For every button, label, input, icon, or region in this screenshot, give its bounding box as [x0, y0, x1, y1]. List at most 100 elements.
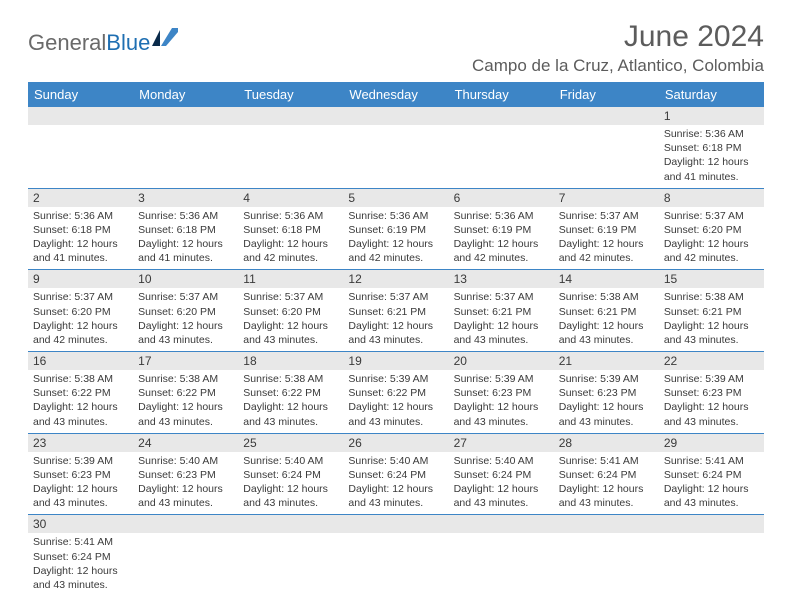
day-details: Sunrise: 5:41 AMSunset: 6:24 PMDaylight:… — [659, 452, 764, 515]
calendar-cell: 4Sunrise: 5:36 AMSunset: 6:18 PMDaylight… — [238, 188, 343, 270]
calendar-cell: 26Sunrise: 5:40 AMSunset: 6:24 PMDayligh… — [343, 433, 448, 515]
day-number — [449, 107, 554, 125]
calendar-cell — [449, 515, 554, 596]
day-number: 21 — [554, 352, 659, 370]
day-details: Sunrise: 5:38 AMSunset: 6:21 PMDaylight:… — [659, 288, 764, 351]
calendar-cell: 21Sunrise: 5:39 AMSunset: 6:23 PMDayligh… — [554, 352, 659, 434]
day-number: 19 — [343, 352, 448, 370]
day-details: Sunrise: 5:38 AMSunset: 6:22 PMDaylight:… — [238, 370, 343, 433]
day-number: 3 — [133, 189, 238, 207]
day-number: 10 — [133, 270, 238, 288]
calendar-cell — [133, 107, 238, 188]
day-number — [133, 515, 238, 533]
calendar-cell: 7Sunrise: 5:37 AMSunset: 6:19 PMDaylight… — [554, 188, 659, 270]
day-number: 9 — [28, 270, 133, 288]
day-number: 23 — [28, 434, 133, 452]
day-number: 25 — [238, 434, 343, 452]
logo-part2: Blue — [106, 30, 150, 55]
calendar-cell: 30Sunrise: 5:41 AMSunset: 6:24 PMDayligh… — [28, 515, 133, 596]
day-details: Sunrise: 5:36 AMSunset: 6:18 PMDaylight:… — [28, 207, 133, 270]
day-number: 16 — [28, 352, 133, 370]
day-number: 14 — [554, 270, 659, 288]
calendar-cell: 6Sunrise: 5:36 AMSunset: 6:19 PMDaylight… — [449, 188, 554, 270]
day-number: 27 — [449, 434, 554, 452]
day-details: Sunrise: 5:37 AMSunset: 6:21 PMDaylight:… — [343, 288, 448, 351]
day-number — [343, 515, 448, 533]
calendar-cell: 3Sunrise: 5:36 AMSunset: 6:18 PMDaylight… — [133, 188, 238, 270]
weekday-header: Tuesday — [238, 82, 343, 107]
day-number: 29 — [659, 434, 764, 452]
weekday-header: Saturday — [659, 82, 764, 107]
day-details: Sunrise: 5:37 AMSunset: 6:20 PMDaylight:… — [28, 288, 133, 351]
calendar-cell — [133, 515, 238, 596]
logo: GeneralBlue — [28, 28, 178, 58]
day-number: 11 — [238, 270, 343, 288]
day-details: Sunrise: 5:36 AMSunset: 6:18 PMDaylight:… — [659, 125, 764, 188]
day-details: Sunrise: 5:37 AMSunset: 6:20 PMDaylight:… — [238, 288, 343, 351]
calendar-cell: 23Sunrise: 5:39 AMSunset: 6:23 PMDayligh… — [28, 433, 133, 515]
day-details: Sunrise: 5:40 AMSunset: 6:24 PMDaylight:… — [238, 452, 343, 515]
day-details: Sunrise: 5:38 AMSunset: 6:21 PMDaylight:… — [554, 288, 659, 351]
day-number: 17 — [133, 352, 238, 370]
calendar-cell: 22Sunrise: 5:39 AMSunset: 6:23 PMDayligh… — [659, 352, 764, 434]
day-number: 15 — [659, 270, 764, 288]
calendar-cell: 17Sunrise: 5:38 AMSunset: 6:22 PMDayligh… — [133, 352, 238, 434]
calendar-cell: 20Sunrise: 5:39 AMSunset: 6:23 PMDayligh… — [449, 352, 554, 434]
day-number — [133, 107, 238, 125]
day-details: Sunrise: 5:36 AMSunset: 6:19 PMDaylight:… — [343, 207, 448, 270]
logo-part1: General — [28, 30, 106, 55]
weekday-header: Thursday — [449, 82, 554, 107]
calendar-cell — [28, 107, 133, 188]
day-details: Sunrise: 5:36 AMSunset: 6:19 PMDaylight:… — [449, 207, 554, 270]
day-number: 20 — [449, 352, 554, 370]
calendar-cell: 18Sunrise: 5:38 AMSunset: 6:22 PMDayligh… — [238, 352, 343, 434]
day-number: 7 — [554, 189, 659, 207]
day-details: Sunrise: 5:39 AMSunset: 6:22 PMDaylight:… — [343, 370, 448, 433]
day-number — [343, 107, 448, 125]
day-details: Sunrise: 5:39 AMSunset: 6:23 PMDaylight:… — [28, 452, 133, 515]
day-number — [28, 107, 133, 125]
day-details: Sunrise: 5:41 AMSunset: 6:24 PMDaylight:… — [28, 533, 133, 596]
calendar-cell: 8Sunrise: 5:37 AMSunset: 6:20 PMDaylight… — [659, 188, 764, 270]
calendar-cell — [554, 515, 659, 596]
day-number: 1 — [659, 107, 764, 125]
day-number: 28 — [554, 434, 659, 452]
day-number: 24 — [133, 434, 238, 452]
calendar-cell: 2Sunrise: 5:36 AMSunset: 6:18 PMDaylight… — [28, 188, 133, 270]
day-details: Sunrise: 5:37 AMSunset: 6:21 PMDaylight:… — [449, 288, 554, 351]
day-number — [554, 515, 659, 533]
calendar-cell — [343, 107, 448, 188]
day-details: Sunrise: 5:38 AMSunset: 6:22 PMDaylight:… — [133, 370, 238, 433]
day-number: 13 — [449, 270, 554, 288]
day-number — [659, 515, 764, 533]
calendar-cell — [238, 515, 343, 596]
day-details: Sunrise: 5:40 AMSunset: 6:24 PMDaylight:… — [343, 452, 448, 515]
day-number: 5 — [343, 189, 448, 207]
day-details: Sunrise: 5:36 AMSunset: 6:18 PMDaylight:… — [238, 207, 343, 270]
day-details: Sunrise: 5:37 AMSunset: 6:20 PMDaylight:… — [659, 207, 764, 270]
month-title: June 2024 — [472, 20, 764, 54]
calendar-cell: 29Sunrise: 5:41 AMSunset: 6:24 PMDayligh… — [659, 433, 764, 515]
day-number — [554, 107, 659, 125]
weekday-header: Wednesday — [343, 82, 448, 107]
calendar-cell — [449, 107, 554, 188]
calendar-cell: 11Sunrise: 5:37 AMSunset: 6:20 PMDayligh… — [238, 270, 343, 352]
header: GeneralBlue June 2024 Campo de la Cruz, … — [28, 20, 764, 76]
day-number: 2 — [28, 189, 133, 207]
day-number: 18 — [238, 352, 343, 370]
calendar-table: SundayMondayTuesdayWednesdayThursdayFrid… — [28, 82, 764, 596]
day-number: 26 — [343, 434, 448, 452]
calendar-cell — [659, 515, 764, 596]
calendar-cell: 10Sunrise: 5:37 AMSunset: 6:20 PMDayligh… — [133, 270, 238, 352]
day-details: Sunrise: 5:38 AMSunset: 6:22 PMDaylight:… — [28, 370, 133, 433]
day-number — [238, 107, 343, 125]
day-details: Sunrise: 5:37 AMSunset: 6:20 PMDaylight:… — [133, 288, 238, 351]
day-number: 30 — [28, 515, 133, 533]
calendar-cell: 5Sunrise: 5:36 AMSunset: 6:19 PMDaylight… — [343, 188, 448, 270]
calendar-cell: 16Sunrise: 5:38 AMSunset: 6:22 PMDayligh… — [28, 352, 133, 434]
calendar-cell — [343, 515, 448, 596]
day-details: Sunrise: 5:36 AMSunset: 6:18 PMDaylight:… — [133, 207, 238, 270]
calendar-cell: 9Sunrise: 5:37 AMSunset: 6:20 PMDaylight… — [28, 270, 133, 352]
day-number: 4 — [238, 189, 343, 207]
day-details: Sunrise: 5:39 AMSunset: 6:23 PMDaylight:… — [659, 370, 764, 433]
